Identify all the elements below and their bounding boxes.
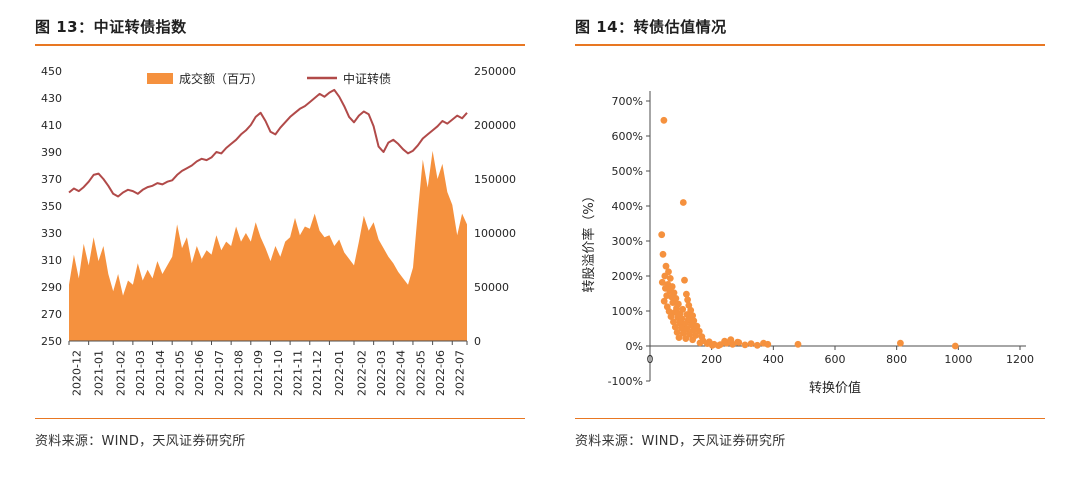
- svg-text:330: 330: [41, 227, 62, 240]
- svg-text:1200: 1200: [1006, 353, 1034, 366]
- svg-text:2022-06: 2022-06: [434, 350, 447, 396]
- svg-text:250000: 250000: [474, 65, 516, 78]
- svg-text:430: 430: [41, 92, 62, 105]
- chart14-title-rule: [575, 44, 1045, 46]
- svg-text:2021-05: 2021-05: [174, 350, 187, 396]
- chart13-panel: 图 13：中证转债指数 250 270 290 310 330 350 370 390 410 4…: [35, 16, 525, 449]
- svg-text:310: 310: [41, 254, 62, 267]
- chart14-panel: 图 14：转债估值情况 -100% 0% 100% 200% 300% 400% 500% 6…: [575, 16, 1045, 449]
- svg-text:0: 0: [474, 335, 481, 348]
- svg-text:2021-04: 2021-04: [154, 350, 167, 396]
- svg-text:150000: 150000: [474, 173, 516, 186]
- index-line-series: [68, 88, 468, 198]
- svg-text:2022-01: 2022-01: [333, 350, 346, 396]
- svg-text:450: 450: [41, 65, 62, 78]
- svg-text:390: 390: [41, 146, 62, 159]
- svg-text:370: 370: [41, 173, 62, 186]
- scatter-points: [658, 116, 959, 350]
- svg-text:2022-02: 2022-02: [355, 350, 368, 396]
- svg-text:200: 200: [701, 353, 722, 366]
- svg-text:50000: 50000: [474, 281, 509, 294]
- chart13-title-rule: [35, 44, 525, 46]
- chart13-source: 资料来源：WIND，天风证券研究所: [35, 434, 246, 449]
- left-axis-labels: 250 270 290 310 330 350 370 390 410 430 450: [41, 65, 62, 348]
- svg-text:0: 0: [647, 353, 654, 366]
- chart13-figure: 250 270 290 310 330 350 370 390 410 430 450 0 50000 1…: [41, 65, 516, 396]
- svg-text:2021-09: 2021-09: [252, 350, 265, 396]
- volume-area-series: [69, 150, 467, 341]
- chart14-figure: -100% 0% 100% 200% 300% 400% 500% 600% 700% 0 200 4…: [581, 91, 1034, 396]
- svg-text:2021-07: 2021-07: [213, 350, 226, 396]
- chart14-bottom-rule: [575, 418, 1045, 419]
- svg-text:2021-12: 2021-12: [311, 350, 324, 396]
- svg-text:2021-11: 2021-11: [291, 350, 304, 396]
- legend-swatch-volume: [147, 73, 173, 84]
- scatter-x-axis: 0 200 400 600 800 1000 1200: [647, 345, 1034, 366]
- svg-text:350: 350: [41, 200, 62, 213]
- scatter-y-axis: -100% 0% 100% 200% 300% 400% 500% 600% 700%: [608, 91, 651, 388]
- svg-text:0%: 0%: [626, 340, 643, 353]
- svg-text:290: 290: [41, 281, 62, 294]
- svg-text:300%: 300%: [612, 235, 643, 248]
- chart13-title: 图 13：中证转债指数: [35, 18, 187, 36]
- chart14-source: 资料来源：WIND，天风证券研究所: [575, 434, 786, 449]
- svg-text:270: 270: [41, 308, 62, 321]
- x-axis: 2020-12 2021-01 2021-02 2021-03 2021-04 2021-…: [68, 340, 468, 396]
- svg-text:100%: 100%: [612, 305, 643, 318]
- legend-label-index: 中证转债: [343, 71, 391, 86]
- svg-text:600%: 600%: [612, 130, 643, 143]
- svg-text:2021-03: 2021-03: [134, 350, 147, 396]
- svg-text:410: 410: [41, 119, 62, 132]
- chart14-title: 图 14：转债估值情况: [575, 18, 727, 36]
- svg-text:800: 800: [886, 353, 907, 366]
- chart13-bottom-rule: [35, 418, 525, 419]
- svg-text:400: 400: [763, 353, 784, 366]
- svg-text:700%: 700%: [612, 95, 643, 108]
- svg-text:-100%: -100%: [608, 375, 643, 388]
- svg-text:1000: 1000: [944, 353, 972, 366]
- svg-text:600: 600: [825, 353, 846, 366]
- svg-text:2022-05: 2022-05: [414, 350, 427, 396]
- chart13-legend: 成交额（百万） 中证转债: [147, 71, 391, 86]
- svg-text:200000: 200000: [474, 119, 516, 132]
- svg-text:200%: 200%: [612, 270, 643, 283]
- svg-text:2020-12: 2020-12: [70, 350, 83, 396]
- svg-text:2021-06: 2021-06: [193, 350, 206, 396]
- svg-text:2022-03: 2022-03: [375, 350, 388, 396]
- svg-text:400%: 400%: [612, 200, 643, 213]
- svg-text:100000: 100000: [474, 227, 516, 240]
- scatter-x-title: 转换价值: [809, 380, 861, 396]
- right-axis-labels: 0 50000 100000 150000 200000 250000: [474, 65, 516, 348]
- svg-text:2022-07: 2022-07: [454, 350, 467, 396]
- svg-text:2021-01: 2021-01: [92, 350, 105, 396]
- svg-text:2021-10: 2021-10: [272, 350, 285, 396]
- svg-text:2022-04: 2022-04: [395, 350, 408, 396]
- svg-text:250: 250: [41, 335, 62, 348]
- report-figures-page: 图 13：中证转债指数 250 270 290 310 330 350 370 390 410 4…: [35, 16, 1045, 449]
- scatter-y-title: 转股溢价率（%）: [581, 189, 597, 292]
- svg-text:2021-08: 2021-08: [233, 350, 246, 396]
- svg-text:500%: 500%: [612, 165, 643, 178]
- legend-label-volume: 成交额（百万）: [179, 71, 263, 86]
- svg-text:2021-02: 2021-02: [115, 350, 128, 396]
